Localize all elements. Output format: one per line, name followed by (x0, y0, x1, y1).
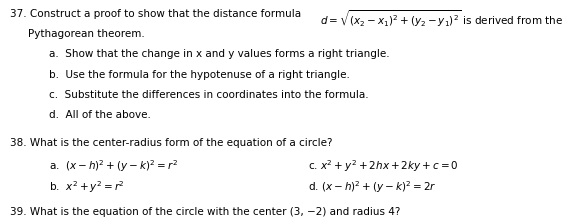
Text: Pythagorean theorem.: Pythagorean theorem. (28, 29, 144, 39)
Text: a.  $(x - h)^2 + (y - k)^2 = r^2$: a. $(x - h)^2 + (y - k)^2 = r^2$ (49, 159, 178, 174)
Text: c. $x^2 + y^2 + 2hx + 2ky + c = 0$: c. $x^2 + y^2 + 2hx + 2ky + c = 0$ (308, 159, 458, 174)
Text: $d = \sqrt{(x_2 - x_1)^2 + (y_2 - y_1)^2}$ is derived from the: $d = \sqrt{(x_2 - x_1)^2 + (y_2 - y_1)^2… (320, 9, 562, 29)
Text: 39. What is the equation of the circle with the center (3, −2) and radius 4?: 39. What is the equation of the circle w… (10, 207, 401, 217)
Text: c.  Substitute the differences in coordinates into the formula.: c. Substitute the differences in coordin… (49, 90, 369, 100)
Text: b.  $x^2 + y^2 = r^2$: b. $x^2 + y^2 = r^2$ (49, 179, 125, 195)
Text: 37. Construct a proof to show that the distance formula: 37. Construct a proof to show that the d… (10, 9, 305, 19)
Text: d.  All of the above.: d. All of the above. (49, 110, 151, 120)
Text: d. $(x - h)^2 + (y - k)^2 = 2r$: d. $(x - h)^2 + (y - k)^2 = 2r$ (308, 179, 436, 195)
Text: b.  Use the formula for the hypotenuse of a right triangle.: b. Use the formula for the hypotenuse of… (49, 70, 350, 79)
Text: a.  Show that the change in x and y values forms a right triangle.: a. Show that the change in x and y value… (49, 49, 389, 59)
Text: 38. What is the center-radius form of the equation of a circle?: 38. What is the center-radius form of th… (10, 138, 333, 148)
